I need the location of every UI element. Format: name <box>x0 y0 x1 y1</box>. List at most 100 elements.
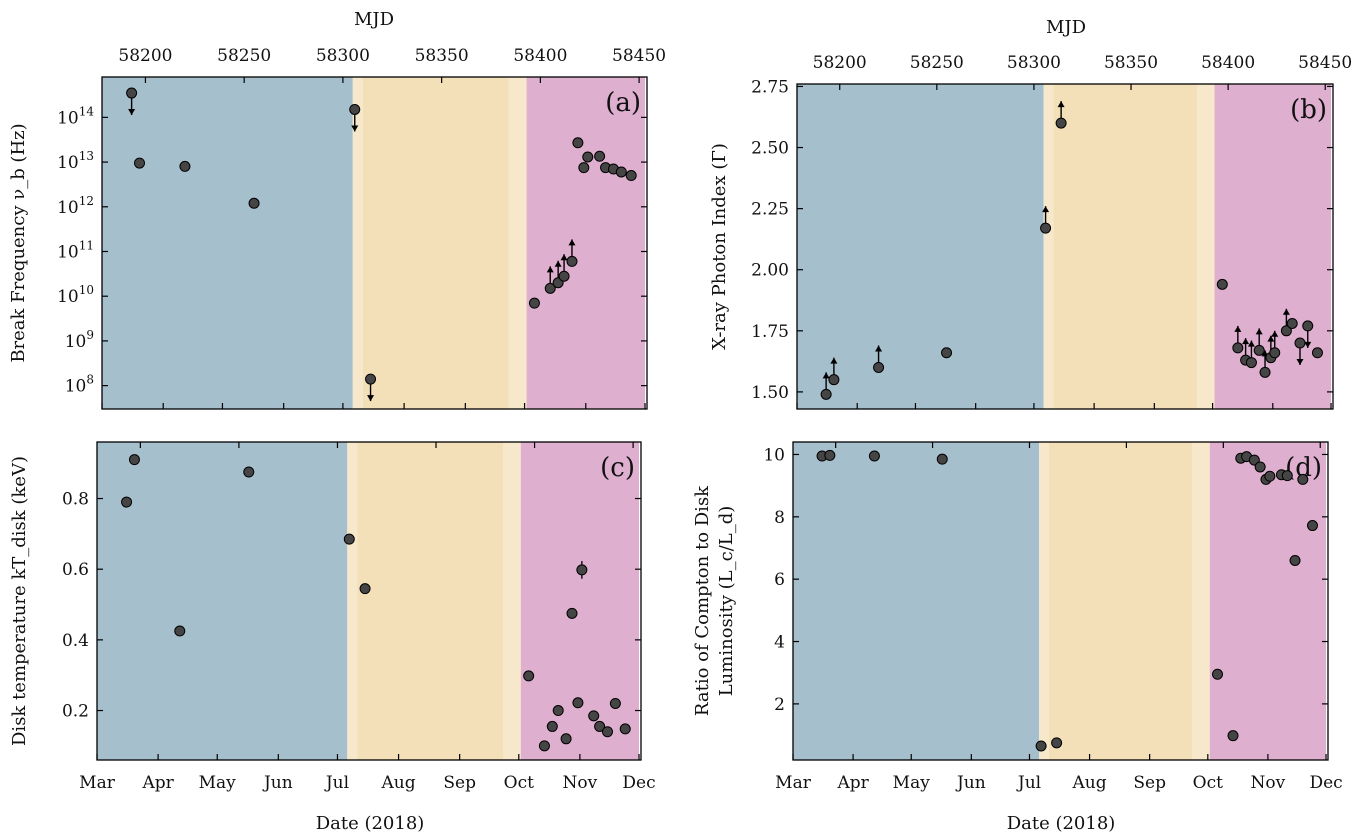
data-point <box>1259 366 1271 378</box>
data-point <box>566 255 578 267</box>
y-tick-label: 1.75 <box>751 322 789 342</box>
panel-label: (a) <box>605 88 641 118</box>
month-tick-label: May <box>893 773 931 793</box>
data-point <box>576 564 588 576</box>
data-point <box>609 697 621 709</box>
y-tick-label: 2 <box>774 695 785 715</box>
month-tick-label: Sep <box>1133 773 1166 793</box>
lower-limit-arrow-head <box>822 372 830 379</box>
lower-limit-arrow-head <box>1282 308 1290 315</box>
phase-band-1 <box>102 77 353 409</box>
phase-band-4 <box>508 77 527 409</box>
data-point <box>528 297 540 309</box>
phase-band-3 <box>362 77 509 409</box>
upper-limit-arrow-head <box>1304 341 1312 348</box>
y-tick-label: 1.50 <box>751 383 789 403</box>
data-point <box>572 697 584 709</box>
y-tick-label: 1010 <box>57 283 94 307</box>
phase-band-1 <box>797 84 1044 409</box>
data-point <box>523 670 535 682</box>
data-point <box>126 87 138 99</box>
phase-band-1 <box>793 442 1040 760</box>
month-tick-label: Mar <box>79 773 116 793</box>
y-axis-label: Break Frequency ν_b (Hz) <box>8 123 29 362</box>
y-tick-label: 2.75 <box>751 77 789 97</box>
data-point <box>552 705 564 717</box>
mjd-tick-label: 58200 <box>118 46 172 66</box>
y-tick-label: 0.4 <box>62 631 89 651</box>
data-point <box>625 170 637 182</box>
axes-frame <box>96 441 642 761</box>
bottom-date-label-right: Date (2018) <box>1007 813 1116 834</box>
mjd-tick-label: 58400 <box>513 46 567 66</box>
phase-band-2 <box>347 442 358 760</box>
panel-c: 0.2 0.4 0.6 0.8 Mar Apr May Jun Jul Aug Sep Oct Nov D… <box>9 441 656 793</box>
axes-frame <box>101 76 648 410</box>
month-tick-label: Aug <box>381 773 416 793</box>
panel-b: 1.50 1.75 2.00 2.25 2.50 2.75 58200 58250 58300 5… <box>709 53 1352 410</box>
lower-limit-arrow-head <box>1247 340 1255 347</box>
y-tick-label: 2.50 <box>751 139 789 159</box>
data-point <box>828 374 840 386</box>
month-tick-label: Nov <box>563 773 598 793</box>
month-tick-label: Jun <box>955 773 986 793</box>
y-axis-label-line1: Ratio of Compton to Disk <box>692 485 713 716</box>
lower-limit-arrow-head <box>1057 101 1065 108</box>
y-tick-label: 1013 <box>57 149 94 173</box>
mjd-tick-label: 58400 <box>1201 53 1255 73</box>
month-tick-label: Jul <box>324 773 349 793</box>
y-tick-label: 8 <box>774 508 785 528</box>
data-point <box>174 625 186 637</box>
month-tick-label: Sep <box>443 773 476 793</box>
lower-limit-arrow-head <box>1267 335 1275 342</box>
data-point <box>1297 473 1309 485</box>
data-point <box>546 720 558 732</box>
mjd-tick-label: 58350 <box>415 46 469 66</box>
y-tick-label: 0.2 <box>62 702 89 722</box>
y-tick-label: 6 <box>774 570 785 590</box>
phase-band-3 <box>357 442 504 760</box>
data-point <box>820 388 832 400</box>
panel-label: (c) <box>600 453 635 483</box>
month-tick-label: Oct <box>1193 773 1223 793</box>
phase-band-2 <box>1039 442 1049 760</box>
data-point <box>588 710 600 722</box>
data-point <box>1227 730 1239 742</box>
axes-frame <box>792 441 1329 761</box>
y-tick-label: 109 <box>65 328 94 352</box>
data-point <box>1254 461 1266 473</box>
data-point <box>343 533 355 545</box>
axes-frame <box>796 83 1334 410</box>
y-tick-label: 10 <box>763 445 785 465</box>
data-point <box>582 151 594 163</box>
data-point <box>873 361 885 373</box>
lower-limit-arrow-head <box>546 266 554 273</box>
data-point <box>248 197 260 209</box>
phase-band-4 <box>1192 442 1210 760</box>
phase-band-3 <box>1048 442 1193 760</box>
phase-band-1 <box>97 442 348 760</box>
phase-band-2 <box>1043 84 1054 409</box>
mjd-tick-label: 58250 <box>217 46 271 66</box>
bottom-date-label-left: Date (2018) <box>316 813 425 834</box>
lower-limit-arrow-head <box>554 260 562 267</box>
data-point <box>941 347 953 359</box>
mjd-tick-label: 58450 <box>612 46 666 66</box>
data-point <box>1245 357 1257 369</box>
upper-limit-arrow-head <box>128 109 136 116</box>
month-tick-label: May <box>199 773 237 793</box>
y-tick-label: 2.00 <box>751 261 789 281</box>
mjd-tick-label: 58300 <box>1007 53 1061 73</box>
data-point <box>179 160 191 172</box>
data-point <box>560 733 572 745</box>
data-point <box>365 373 377 385</box>
month-tick-label: Aug <box>1072 773 1107 793</box>
phase-band-5 <box>520 442 640 760</box>
data-point <box>1306 520 1318 532</box>
upper-limit-arrow-head <box>367 395 375 402</box>
lower-limit-arrow-head <box>1271 330 1279 337</box>
month-tick-label: Nov <box>1251 773 1286 793</box>
data-point <box>1280 325 1292 337</box>
data-point <box>121 496 133 508</box>
month-tick-label: Apr <box>836 773 869 793</box>
